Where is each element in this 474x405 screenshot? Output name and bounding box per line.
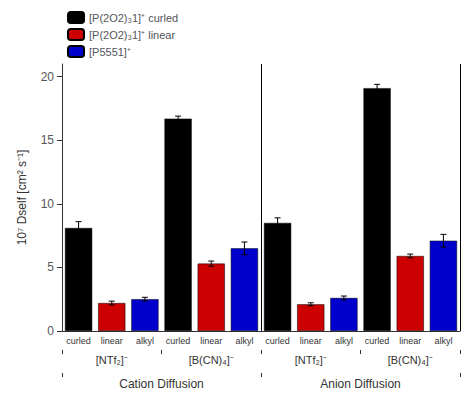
- svg-text:5: 5: [47, 260, 54, 274]
- svg-text:linear: linear: [101, 336, 123, 346]
- svg-text:[B(CN)₄]⁻: [B(CN)₄]⁻: [388, 354, 433, 366]
- svg-text:linear: linear: [399, 336, 421, 346]
- svg-text:Anion Diffusion: Anion Diffusion: [320, 377, 401, 391]
- svg-text:alkyl: alkyl: [335, 336, 353, 346]
- svg-text:alkyl: alkyl: [235, 336, 253, 346]
- svg-text:[P(2O2)₃1]⁺ linear: [P(2O2)₃1]⁺ linear: [89, 29, 175, 41]
- svg-text:[P5551]⁺: [P5551]⁺: [89, 46, 131, 58]
- svg-text:curled: curled: [166, 336, 191, 346]
- svg-text:20: 20: [41, 70, 55, 84]
- svg-text:linear: linear: [300, 336, 322, 346]
- svg-text:curled: curled: [66, 336, 91, 346]
- svg-text:alkyl: alkyl: [136, 336, 154, 346]
- svg-text:10⁷ Dself [cm² s⁻¹]: 10⁷ Dself [cm² s⁻¹]: [15, 150, 29, 246]
- svg-text:15: 15: [41, 133, 55, 147]
- svg-text:alkyl: alkyl: [434, 336, 452, 346]
- svg-text:10: 10: [41, 197, 55, 211]
- svg-text:Cation Diffusion: Cation Diffusion: [119, 377, 204, 391]
- svg-text:[B(CN)₄]⁻: [B(CN)₄]⁻: [189, 354, 234, 366]
- svg-text:0: 0: [47, 324, 54, 338]
- svg-text:curled: curled: [365, 336, 390, 346]
- svg-text:linear: linear: [200, 336, 222, 346]
- svg-text:[P(2O2)₃1]⁺ curled: [P(2O2)₃1]⁺ curled: [89, 12, 178, 24]
- svg-text:[NTf₂]⁻: [NTf₂]⁻: [295, 354, 327, 366]
- svg-text:[NTf₂]⁻: [NTf₂]⁻: [96, 354, 128, 366]
- svg-text:curled: curled: [265, 336, 290, 346]
